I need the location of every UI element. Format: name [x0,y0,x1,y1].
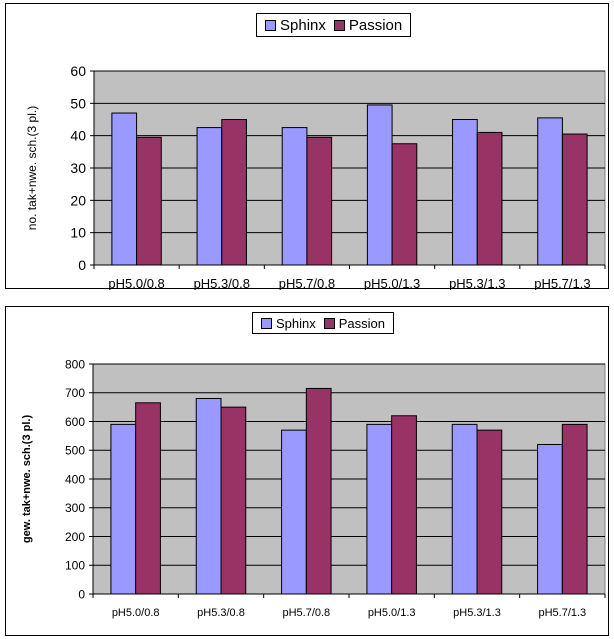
y-tick-label: 10 [70,225,86,241]
chart-panel-weight: Sphinx Passion 0 100 200 300 400 500 600 700 800… [5,306,609,636]
bar-sphinx [452,119,478,266]
bar-sphinx [196,127,223,266]
x-tick-label: pH5.7/0.8 [279,276,335,290]
x-tick-label: pH5.7/1.3 [538,607,586,619]
x-tick-label: pH5.7/0.8 [282,607,330,619]
y-tick-label: 800 [65,357,85,371]
bar-passion [561,423,588,595]
legend-swatch-passion [333,19,345,31]
y-tick-label: 40 [70,128,86,144]
chart-panel-count: Sphinx Passion 0 10 20 30 40 50 60 pH5.0/0.8 pH5… [5,3,609,290]
x-tick-label: pH5.3/1.3 [449,276,505,290]
bar-sphinx [110,423,137,595]
bar-passion [135,402,161,595]
y-axis-label: no. tak+nwe. sch.(3 pl.) [25,106,39,230]
y-tick-label: 0 [78,257,86,273]
y-tick-label: 60 [70,63,86,79]
y-axis-label: gew. tak+nwe. sch.(3 pl.) [21,415,33,544]
bar-sphinx [451,423,478,595]
legend-item-passion: Passion [333,16,403,34]
chart-legend: Sphinx Passion [252,312,394,334]
bar-sphinx [111,112,138,266]
bar-chart-weight: 0 100 200 300 400 500 600 700 800 pH5.0/0.8 pH5.3/… [21,357,606,619]
bar-passion [476,131,503,266]
bar-passion [136,136,162,266]
y-tick-label: 300 [65,501,85,515]
x-tick-label: pH5.0/0.8 [108,276,164,290]
bar-passion [220,406,247,595]
x-tick-label: pH5.0/0.8 [112,607,160,619]
x-tick-label: pH5.3/0.8 [194,276,250,290]
y-tick-label: 100 [65,559,85,573]
x-tick-label: pH5.0/1.3 [368,607,416,619]
bar-sphinx [366,104,393,266]
legend-swatch-passion [323,317,335,329]
legend-swatch-sphinx [261,317,272,329]
y-tick-label: 50 [70,95,86,111]
legend-swatch-sphinx [265,19,276,31]
chart-legend: Sphinx Passion [256,13,412,37]
bar-passion [221,119,247,266]
bar-passion [561,133,588,266]
y-tick-label: 600 [65,415,85,429]
bar-sphinx [281,429,307,595]
legend-item-passion: Passion [323,315,385,331]
legend-label-sphinx: Sphinx [276,315,316,331]
legend-label-passion: Passion [338,315,385,331]
legend-item-sphinx: Sphinx [265,17,326,34]
legend-item-sphinx: Sphinx [261,316,316,331]
x-tick-label: pH5.3/0.8 [197,607,245,619]
legend-label-sphinx: Sphinx [280,16,326,34]
bar-passion [306,136,333,266]
bar-passion [391,143,418,266]
bar-sphinx [366,423,393,595]
y-tick-label: 200 [65,530,85,544]
legend-label-passion: Passion [348,16,403,34]
y-tick-label: 0 [78,587,85,601]
bar-sphinx [195,398,222,595]
y-tick-label: 30 [70,160,86,176]
x-tick-label: pH5.0/1.3 [364,276,420,290]
bar-sphinx [537,444,563,595]
bar-sphinx [537,117,563,266]
bar-passion [391,415,417,595]
y-tick-label: 400 [65,472,85,486]
x-tick-label: pH5.7/1.3 [534,276,590,290]
x-tick-label: pH5.3/1.3 [453,607,501,619]
y-tick-label: 20 [70,192,86,208]
bar-chart-count: 0 10 20 30 40 50 60 pH5.0/0.8 pH5.3/0.8 pH5.7/0.8… [25,63,606,290]
bar-passion [476,429,503,595]
bar-sphinx [281,127,308,266]
bar-passion [305,387,332,595]
y-tick-label: 700 [65,386,85,400]
y-tick-label: 500 [65,444,85,458]
